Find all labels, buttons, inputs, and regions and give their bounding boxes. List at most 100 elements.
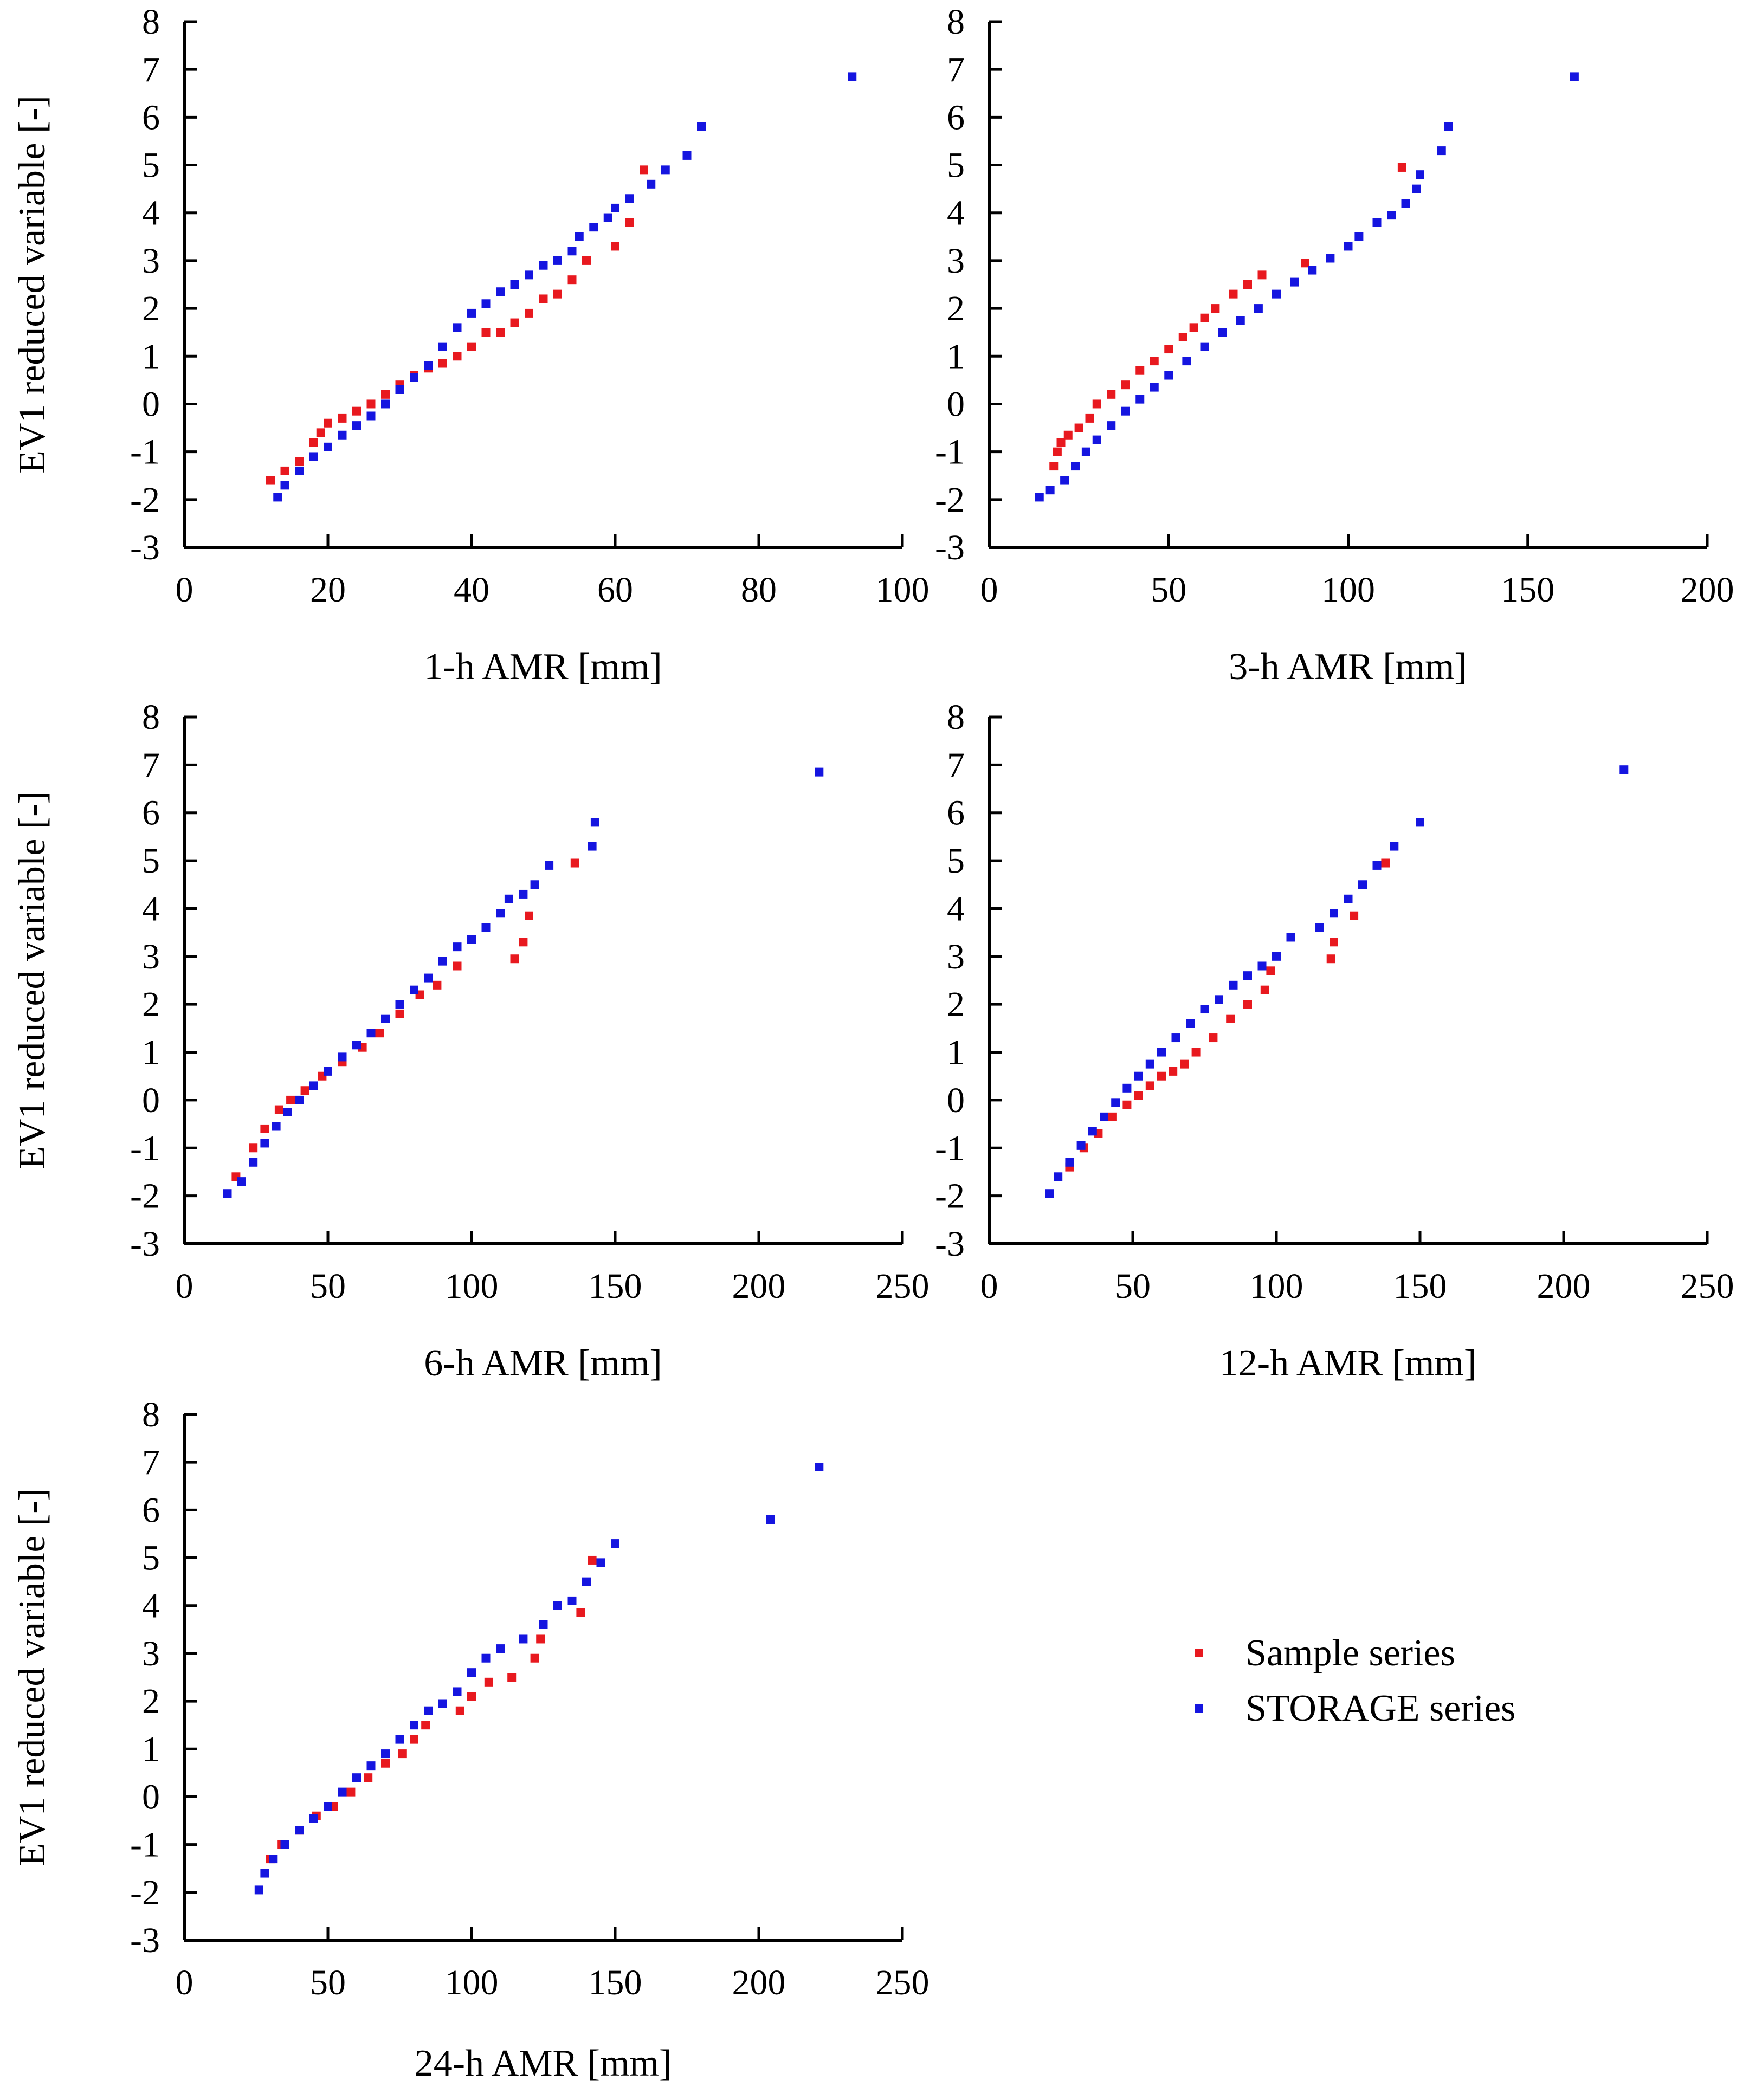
data-point-storage xyxy=(1286,933,1295,942)
data-point-storage xyxy=(1412,184,1421,193)
data-point-storage xyxy=(588,842,597,851)
data-points xyxy=(1035,72,1579,502)
y-tick-label: 8 xyxy=(947,2,965,42)
data-point-sample xyxy=(381,390,390,399)
x-tick-label: 100 xyxy=(1250,1267,1303,1306)
data-point-storage xyxy=(309,1814,318,1823)
y-axis-title: EV1 reduced variable [-] xyxy=(11,1488,53,1866)
x-tick-label: 150 xyxy=(1501,570,1554,610)
data-point-sample xyxy=(567,275,577,285)
data-point-storage xyxy=(381,1749,390,1759)
y-tick-label: 8 xyxy=(947,697,965,737)
y-tick-label: -2 xyxy=(935,480,965,520)
data-point-storage xyxy=(1186,1019,1195,1028)
chart-panel-6h: 0 50 100 150 200 250 -3 -2 -1 0 1 2 3 4 5 6 7 8 6-h AMR … xyxy=(11,697,930,1384)
legend-marker-storage xyxy=(1195,1704,1203,1713)
y-tick-label: 1 xyxy=(142,1033,160,1072)
data-point-storage xyxy=(1326,254,1335,263)
data-point-sample xyxy=(421,1721,430,1730)
axes-frame xyxy=(988,22,1707,549)
data-point-sample xyxy=(1169,1067,1178,1076)
data-point-sample xyxy=(1063,430,1073,440)
data-point-storage xyxy=(438,1699,447,1708)
data-point-storage xyxy=(1088,1127,1097,1136)
data-point-storage xyxy=(1254,304,1263,313)
data-point-sample xyxy=(510,318,519,327)
y-tick-label: -2 xyxy=(130,1177,160,1216)
data-point-sample xyxy=(536,1634,545,1644)
y-tick-label: -3 xyxy=(130,528,160,567)
data-point-sample xyxy=(1243,280,1252,289)
data-point-sample xyxy=(1226,1014,1235,1023)
data-point-storage xyxy=(280,1840,289,1849)
x-axis-title: 24-h AMR [mm] xyxy=(415,2043,672,2084)
x-tick-label: 150 xyxy=(589,1963,642,2002)
data-point-sample xyxy=(467,1692,476,1701)
x-tick-label: 150 xyxy=(1393,1267,1447,1306)
data-point-storage xyxy=(1045,1189,1054,1198)
data-point-storage xyxy=(1229,980,1238,990)
data-point-storage xyxy=(1065,1158,1074,1167)
data-point-storage xyxy=(1344,242,1353,251)
data-point-storage xyxy=(510,280,519,289)
x-tick-label: 50 xyxy=(1115,1267,1151,1306)
y-ticks: -3 -2 -1 0 1 2 3 4 5 6 7 8 xyxy=(935,697,1002,1264)
x-axis-title: 6-h AMR [mm] xyxy=(424,1342,662,1384)
data-point-storage xyxy=(410,985,418,994)
data-point-sample xyxy=(1350,911,1359,920)
x-tick-label: 250 xyxy=(876,1963,930,2002)
y-tick-label: -1 xyxy=(935,1128,965,1168)
x-tick-label: 100 xyxy=(445,1963,499,2002)
y-tick-label: -3 xyxy=(935,1224,965,1264)
data-point-storage xyxy=(1150,383,1159,392)
y-tick-label: 2 xyxy=(142,1682,160,1721)
data-point-sample xyxy=(525,308,533,318)
data-point-storage xyxy=(1401,199,1410,208)
data-point-sample xyxy=(1135,366,1145,375)
data-point-storage xyxy=(481,923,491,932)
data-point-storage xyxy=(1308,266,1317,275)
y-axis-title: EV1 reduced variable [-] xyxy=(11,95,53,474)
data-point-storage xyxy=(1054,1172,1063,1181)
data-point-sample xyxy=(1108,1112,1117,1121)
data-point-storage xyxy=(1045,486,1055,495)
x-tick-label: 0 xyxy=(176,1267,193,1306)
data-point-storage xyxy=(525,270,533,280)
data-point-storage xyxy=(1272,952,1281,961)
data-point-sample xyxy=(481,328,491,337)
y-tick-label: 5 xyxy=(947,146,965,185)
data-point-sample xyxy=(1053,447,1062,456)
y-tick-label: 5 xyxy=(142,146,160,185)
data-point-storage xyxy=(467,1668,476,1677)
data-point-sample xyxy=(530,1653,539,1663)
data-point-storage xyxy=(395,1000,404,1009)
data-point-storage xyxy=(1387,211,1396,220)
data-point-storage xyxy=(381,399,390,409)
data-point-storage xyxy=(1107,421,1116,430)
y-tick-label: 6 xyxy=(142,98,160,137)
data-point-storage xyxy=(260,1139,269,1148)
chart-panel-12h: 0 50 100 150 200 250 -3 -2 -1 0 1 2 3 4 5 6 7 8 12-h AMR… xyxy=(935,697,1734,1384)
x-tick-label: 50 xyxy=(1151,570,1186,610)
data-point-storage xyxy=(682,151,692,160)
y-tick-label: 2 xyxy=(947,985,965,1024)
data-point-sample xyxy=(286,1095,295,1104)
legend: Sample series STORAGE series xyxy=(1195,1632,1515,1729)
data-point-storage xyxy=(1344,894,1353,903)
data-point-storage xyxy=(1100,1112,1108,1121)
data-point-storage xyxy=(352,421,361,430)
data-point-sample xyxy=(249,1143,258,1153)
data-point-storage xyxy=(1215,995,1223,1004)
x-axis-title: 1-h AMR [mm] xyxy=(424,646,662,688)
data-point-sample xyxy=(1326,954,1335,964)
y-tick-label: 4 xyxy=(142,193,160,233)
y-tick-label: 1 xyxy=(142,1729,160,1769)
y-tick-label: 3 xyxy=(142,241,160,281)
data-point-sample xyxy=(539,294,548,303)
data-point-sample xyxy=(576,1608,585,1617)
data-point-storage xyxy=(338,1787,347,1797)
y-tick-label: 0 xyxy=(947,384,965,424)
data-point-storage xyxy=(1416,170,1424,179)
data-point-sample xyxy=(553,289,562,299)
data-point-storage xyxy=(815,1463,824,1471)
